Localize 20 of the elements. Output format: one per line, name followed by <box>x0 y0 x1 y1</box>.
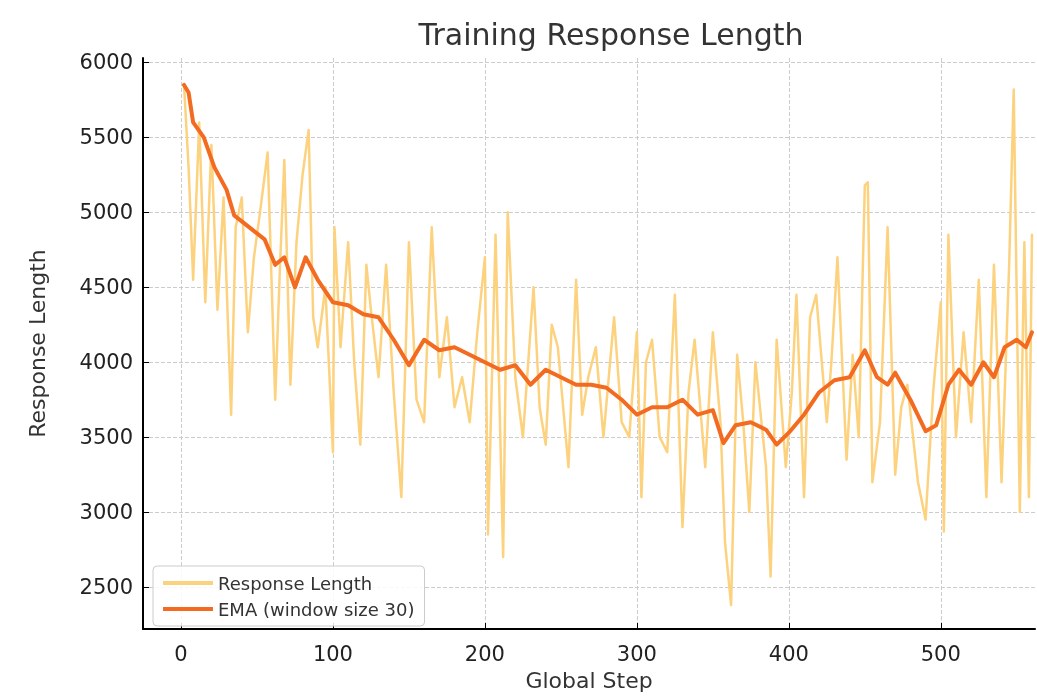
y-tick-label: 2500 <box>79 575 133 600</box>
line-series <box>182 82 1034 447</box>
x-tick-label: 300 <box>616 641 657 666</box>
x-tick-label: 400 <box>768 641 809 666</box>
x-axis-title: Global Step <box>525 667 653 693</box>
x-tick-label: 100 <box>312 641 353 666</box>
y-tick-label: 5000 <box>79 200 133 225</box>
y-tick-label: 5500 <box>79 125 133 150</box>
y-tick-label: 4000 <box>79 350 133 375</box>
y-tick-label: 3500 <box>79 425 133 450</box>
chart-title: Training Response Length <box>417 16 804 52</box>
legend-label: EMA (window size 30) <box>218 598 415 620</box>
y-tick-label: 3000 <box>79 500 133 525</box>
y-tick-label: 6000 <box>79 50 133 75</box>
x-tick-label: 0 <box>174 641 188 666</box>
x-tick-label: 500 <box>920 641 961 666</box>
y-tick-label: 4500 <box>79 275 133 300</box>
legend-label: Response Length <box>218 572 373 594</box>
y-axis-title: Response Length <box>24 249 50 438</box>
x-tick-label: 200 <box>464 641 505 666</box>
